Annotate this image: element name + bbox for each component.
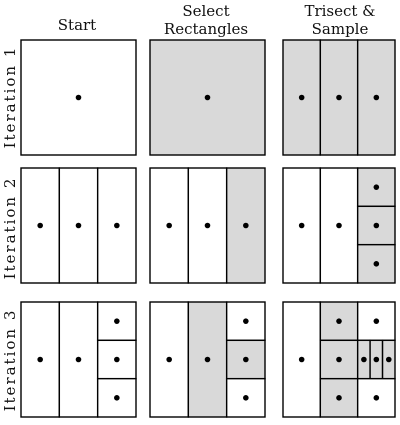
- panel-iteration-2-trisect: [282, 167, 396, 284]
- sample-point: [373, 318, 380, 324]
- sample-point: [204, 222, 211, 229]
- sample-point: [298, 356, 305, 363]
- sample-point: [336, 222, 342, 229]
- sample-point: [298, 222, 305, 229]
- column-header-line: Start: [57, 16, 97, 34]
- sample-point: [373, 356, 380, 363]
- panel-iteration-3-trisect: [282, 301, 396, 418]
- sample-point: [243, 318, 249, 324]
- sample-point: [114, 356, 120, 363]
- sample-point: [361, 356, 367, 363]
- sample-point: [114, 222, 120, 229]
- panel-iteration-3-select: [149, 301, 266, 418]
- column-header-trisect-sample: Trisect & Sample: [280, 2, 400, 38]
- column-header-line: Sample: [311, 20, 369, 38]
- sample-point: [75, 222, 82, 229]
- column-header-select-rectangles: Select Rectangles: [146, 2, 266, 38]
- sample-point: [243, 395, 249, 401]
- panel-iteration-1-select: [149, 39, 266, 156]
- sample-point: [114, 318, 120, 324]
- sample-point: [373, 94, 380, 101]
- sample-point: [243, 222, 249, 229]
- sample-point: [336, 395, 342, 401]
- column-header-start: Start: [17, 16, 137, 34]
- sample-point: [298, 94, 305, 101]
- sample-point: [75, 356, 82, 363]
- panel-iteration-2-select: [149, 167, 266, 284]
- sample-point: [114, 395, 120, 401]
- sample-point: [336, 94, 342, 101]
- sample-point: [204, 94, 211, 101]
- sample-point: [166, 356, 172, 363]
- sample-point: [37, 356, 43, 363]
- sample-point: [336, 356, 342, 363]
- panel-iteration-1-trisect: [282, 39, 396, 156]
- column-header-line: Trisect &: [304, 2, 376, 20]
- rectangle-cell: [187, 167, 228, 284]
- sample-point: [373, 261, 380, 267]
- column-header-line: Select: [182, 2, 230, 20]
- sample-point: [37, 222, 43, 229]
- panel-iteration-1-start: [20, 39, 137, 156]
- rectangle-cell-selected: [356, 205, 396, 246]
- panel-iteration-2-start: [20, 167, 137, 284]
- sample-point: [385, 356, 392, 363]
- sample-point: [373, 395, 380, 401]
- sample-point: [75, 94, 82, 101]
- sample-point: [373, 222, 380, 229]
- sample-point: [166, 222, 172, 229]
- panel-iteration-3-start: [20, 301, 137, 418]
- sample-point: [204, 356, 211, 363]
- sample-point: [336, 318, 342, 324]
- column-header-line: Rectangles: [163, 20, 249, 38]
- sample-point: [373, 184, 380, 190]
- sample-point: [243, 356, 249, 363]
